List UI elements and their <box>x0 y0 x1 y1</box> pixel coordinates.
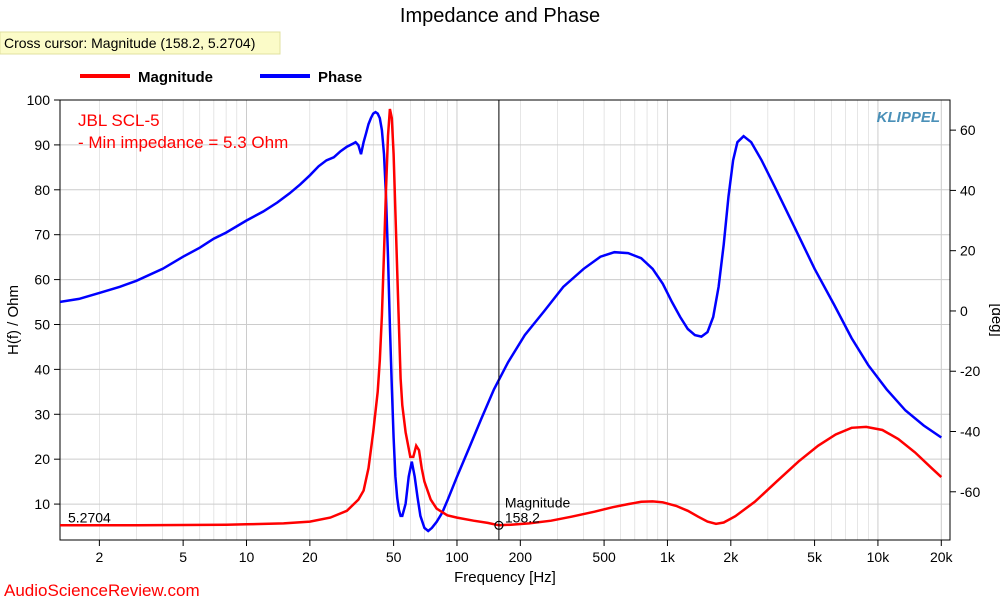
y-left-tick-label: 30 <box>34 406 50 422</box>
y-left-tick-label: 100 <box>27 92 51 108</box>
x-tick-label: 1k <box>660 549 676 565</box>
x-tick-label: 50 <box>386 549 402 565</box>
x-tick-label: 10 <box>239 549 255 565</box>
y-right-tick-label: -40 <box>960 424 980 440</box>
watermark-text: AudioScienceReview.com <box>4 581 200 600</box>
y-right-tick-label: 0 <box>960 303 968 319</box>
cursor-marker-label2: 158.2 <box>505 509 540 525</box>
y-right-tick-label: -60 <box>960 484 980 500</box>
x-tick-label: 100 <box>445 549 469 565</box>
legend-label: Magnitude <box>138 69 213 86</box>
chart-title: Impedance and Phase <box>400 5 600 27</box>
x-tick-label: 2k <box>723 549 739 565</box>
y-left-tick-label: 60 <box>34 272 50 288</box>
cursor-info-text: Cross cursor: Magnitude (158.2, 5.2704) <box>4 35 255 51</box>
y-right-tick-label: -20 <box>960 363 980 379</box>
x-tick-label: 20k <box>930 549 954 565</box>
y-left-tick-label: 90 <box>34 137 50 153</box>
cursor-y-label: 5.2704 <box>68 509 111 525</box>
x-tick-label: 500 <box>592 549 616 565</box>
plot-bg <box>60 100 950 540</box>
annotation-line1: JBL SCL-5 <box>78 111 160 130</box>
y-right-tick-label: 60 <box>960 122 976 138</box>
chart-svg: Impedance and Phase Cross cursor: Magnitu… <box>0 0 1000 600</box>
y-left-axis-label: H(f) / Ohm <box>5 285 22 355</box>
y-left-tick-label: 40 <box>34 361 50 377</box>
y-right-axis-label: [deg] <box>988 303 1000 336</box>
klippel-logo: KLIPPEL <box>877 109 940 126</box>
x-tick-label: 2 <box>95 549 103 565</box>
y-left-tick-label: 70 <box>34 227 50 243</box>
y-right-tick-label: 40 <box>960 182 976 198</box>
y-left-tick-label: 20 <box>34 451 50 467</box>
x-tick-label: 10k <box>867 549 891 565</box>
y-right-tick-label: 20 <box>960 243 976 259</box>
chart-container: Impedance and Phase Cross cursor: Magnitu… <box>0 0 1000 600</box>
annotation-line2: - Min impedance = 5.3 Ohm <box>78 133 288 152</box>
x-tick-label: 20 <box>302 549 318 565</box>
y-left-tick-label: 50 <box>34 316 50 332</box>
x-tick-label: 200 <box>509 549 533 565</box>
x-tick-label: 5k <box>807 549 823 565</box>
y-left-tick-label: 80 <box>34 182 50 198</box>
x-tick-label: 5 <box>179 549 187 565</box>
cursor-marker-label1: Magnitude <box>505 494 571 510</box>
x-axis-label: Frequency [Hz] <box>454 569 556 586</box>
y-left-tick-label: 10 <box>34 496 50 512</box>
legend-label: Phase <box>318 69 362 86</box>
